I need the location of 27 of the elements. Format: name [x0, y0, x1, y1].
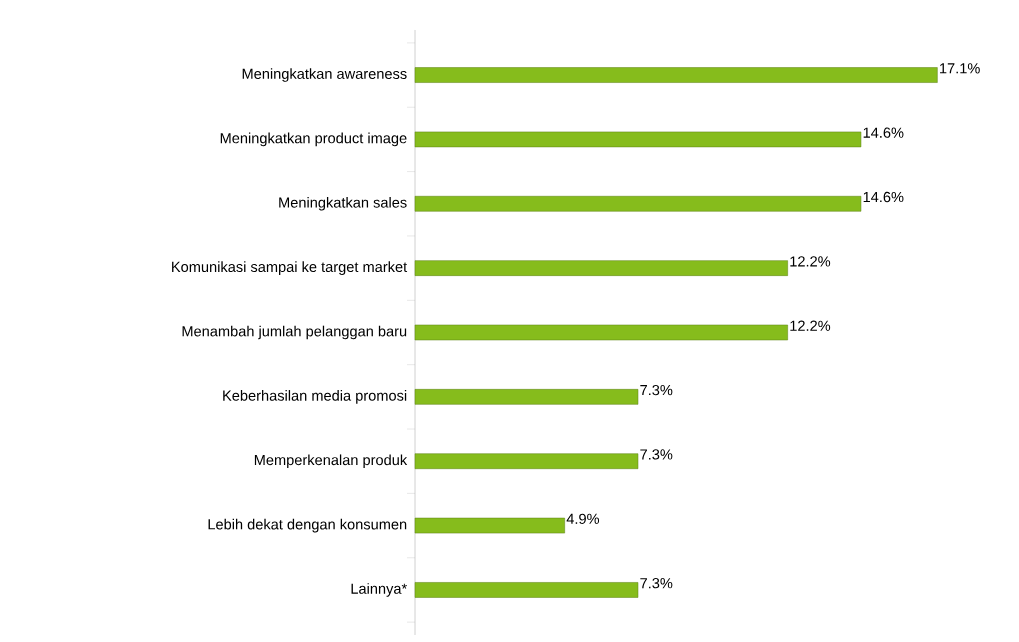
data-label: 14.6%	[863, 127, 904, 138]
data-label: 12.2%	[790, 320, 831, 331]
bar	[414, 517, 565, 534]
data-label: 7.3%	[640, 449, 673, 460]
y-tick-label: Lebih dekat dengan konsumen	[208, 518, 407, 533]
y-tick-label: Menambah jumlah pelanggan baru	[182, 325, 407, 340]
bar	[414, 582, 639, 598]
y-tick-label: Meningkatkan sales	[279, 196, 407, 211]
data-label: 7.3%	[640, 578, 673, 589]
y-tick-label: Keberhasilan media promosi	[223, 390, 407, 404]
y-tick-label: Meningkatkan awareness	[242, 68, 407, 82]
data-label: 4.9%	[566, 513, 600, 524]
y-tick-label: Komunikasi sampai ke target market	[172, 261, 408, 275]
y-tick-label: Memperkenalan produk	[254, 454, 408, 469]
bar	[414, 453, 639, 469]
bar	[414, 196, 862, 212]
y-tick-label: Lainnya*	[351, 583, 407, 597]
data-label: 14.6%	[863, 191, 904, 203]
bar	[414, 67, 938, 83]
data-label: 7.3%	[640, 384, 673, 396]
y-tick-label: Meningkatkan product image	[220, 132, 407, 147]
bar	[414, 260, 788, 276]
bar	[414, 131, 862, 148]
data-label: 17.1%	[940, 63, 980, 74]
bar	[414, 324, 788, 341]
bar	[414, 389, 639, 405]
data-label: 12.2%	[790, 256, 831, 267]
